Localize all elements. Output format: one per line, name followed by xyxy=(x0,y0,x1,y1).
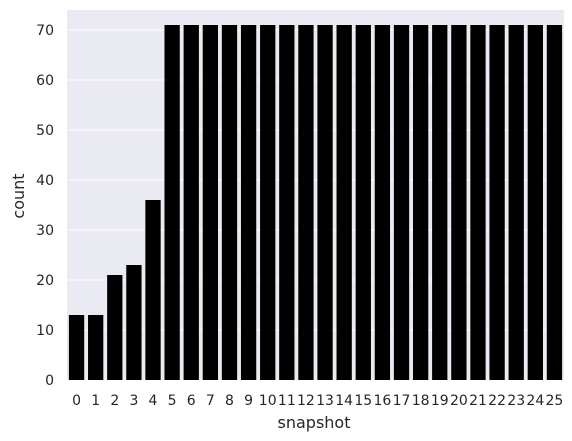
bar-snapshot-7 xyxy=(202,25,219,380)
bar-snapshot-19 xyxy=(432,25,448,380)
x-tick-label: 5 xyxy=(168,393,177,409)
y-tick-label: 30 xyxy=(36,223,54,239)
bar-snapshot-22 xyxy=(489,25,505,380)
x-axis-label: snapshot xyxy=(278,413,351,432)
x-tick-label: 12 xyxy=(297,393,315,409)
x-tick-label: 9 xyxy=(244,393,253,409)
y-tick-label: 0 xyxy=(45,373,54,389)
x-tick-label: 10 xyxy=(259,393,277,409)
y-tick-label: 60 xyxy=(36,73,54,89)
x-tick-label: 11 xyxy=(278,393,296,409)
bar-snapshot-23 xyxy=(508,25,524,380)
x-tick-label: 16 xyxy=(373,393,391,409)
y-tick-label: 40 xyxy=(36,173,54,189)
x-tick-label: 25 xyxy=(546,393,564,409)
x-tick-label: 17 xyxy=(393,393,411,409)
x-tick-label: 23 xyxy=(507,393,525,409)
x-tick-label: 0 xyxy=(72,393,81,409)
bar-snapshot-11 xyxy=(279,25,295,380)
bar-snapshot-6 xyxy=(183,25,199,380)
bar-snapshot-10 xyxy=(260,25,276,380)
y-tick-label: 10 xyxy=(36,323,54,339)
bar-snapshot-25 xyxy=(546,25,563,380)
x-tick-label: 18 xyxy=(412,393,430,409)
bar-snapshot-13 xyxy=(317,25,333,380)
x-tick-label: 14 xyxy=(335,393,353,409)
bar-snapshot-15 xyxy=(355,25,371,380)
bar-snapshot-14 xyxy=(336,25,352,380)
x-tick-label: 15 xyxy=(354,393,372,409)
bar-snapshot-24 xyxy=(527,25,543,380)
bar-snapshot-17 xyxy=(393,25,410,380)
y-tick-labels: 0 10 20 30 40 50 60 70 xyxy=(36,23,54,389)
x-tick-label: 13 xyxy=(316,393,334,409)
y-tick-label: 70 xyxy=(36,23,54,39)
bars xyxy=(68,25,563,380)
x-tick-labels: 0 1 2 3 4 5 6 7 8 9 10 11 12 13 14 15 16 17 18 19 20 21 22 23 24… xyxy=(72,393,563,409)
bar-snapshot-18 xyxy=(412,25,429,380)
bar-snapshot-5 xyxy=(164,25,180,380)
y-axis-label: count xyxy=(9,173,28,218)
x-tick-label: 22 xyxy=(488,393,506,409)
x-tick-label: 21 xyxy=(469,393,487,409)
x-tick-label: 2 xyxy=(110,393,119,409)
x-tick-label: 7 xyxy=(206,393,215,409)
x-tick-label: 3 xyxy=(129,393,138,409)
bar-snapshot-9 xyxy=(240,25,257,380)
x-tick-label: 1 xyxy=(91,393,100,409)
x-tick-label: 6 xyxy=(187,393,196,409)
x-tick-label: 20 xyxy=(450,393,468,409)
bar-snapshot-16 xyxy=(374,25,391,380)
bar-snapshot-12 xyxy=(298,25,314,380)
x-tick-label: 8 xyxy=(225,393,234,409)
bar-snapshot-8 xyxy=(221,25,238,380)
y-tick-label: 50 xyxy=(36,123,54,139)
bar-snapshot-2 xyxy=(107,275,123,380)
bar-snapshot-0 xyxy=(68,315,85,380)
x-tick-label: 24 xyxy=(526,393,544,409)
x-tick-label: 4 xyxy=(149,393,158,409)
bar-snapshot-3 xyxy=(126,265,142,380)
bar-snapshot-1 xyxy=(88,315,104,380)
bar-snapshot-21 xyxy=(470,25,486,380)
bar-snapshot-4 xyxy=(145,200,161,380)
x-tick-label: 19 xyxy=(431,393,449,409)
bar-snapshot-20 xyxy=(451,25,467,380)
y-tick-label: 20 xyxy=(36,273,54,289)
